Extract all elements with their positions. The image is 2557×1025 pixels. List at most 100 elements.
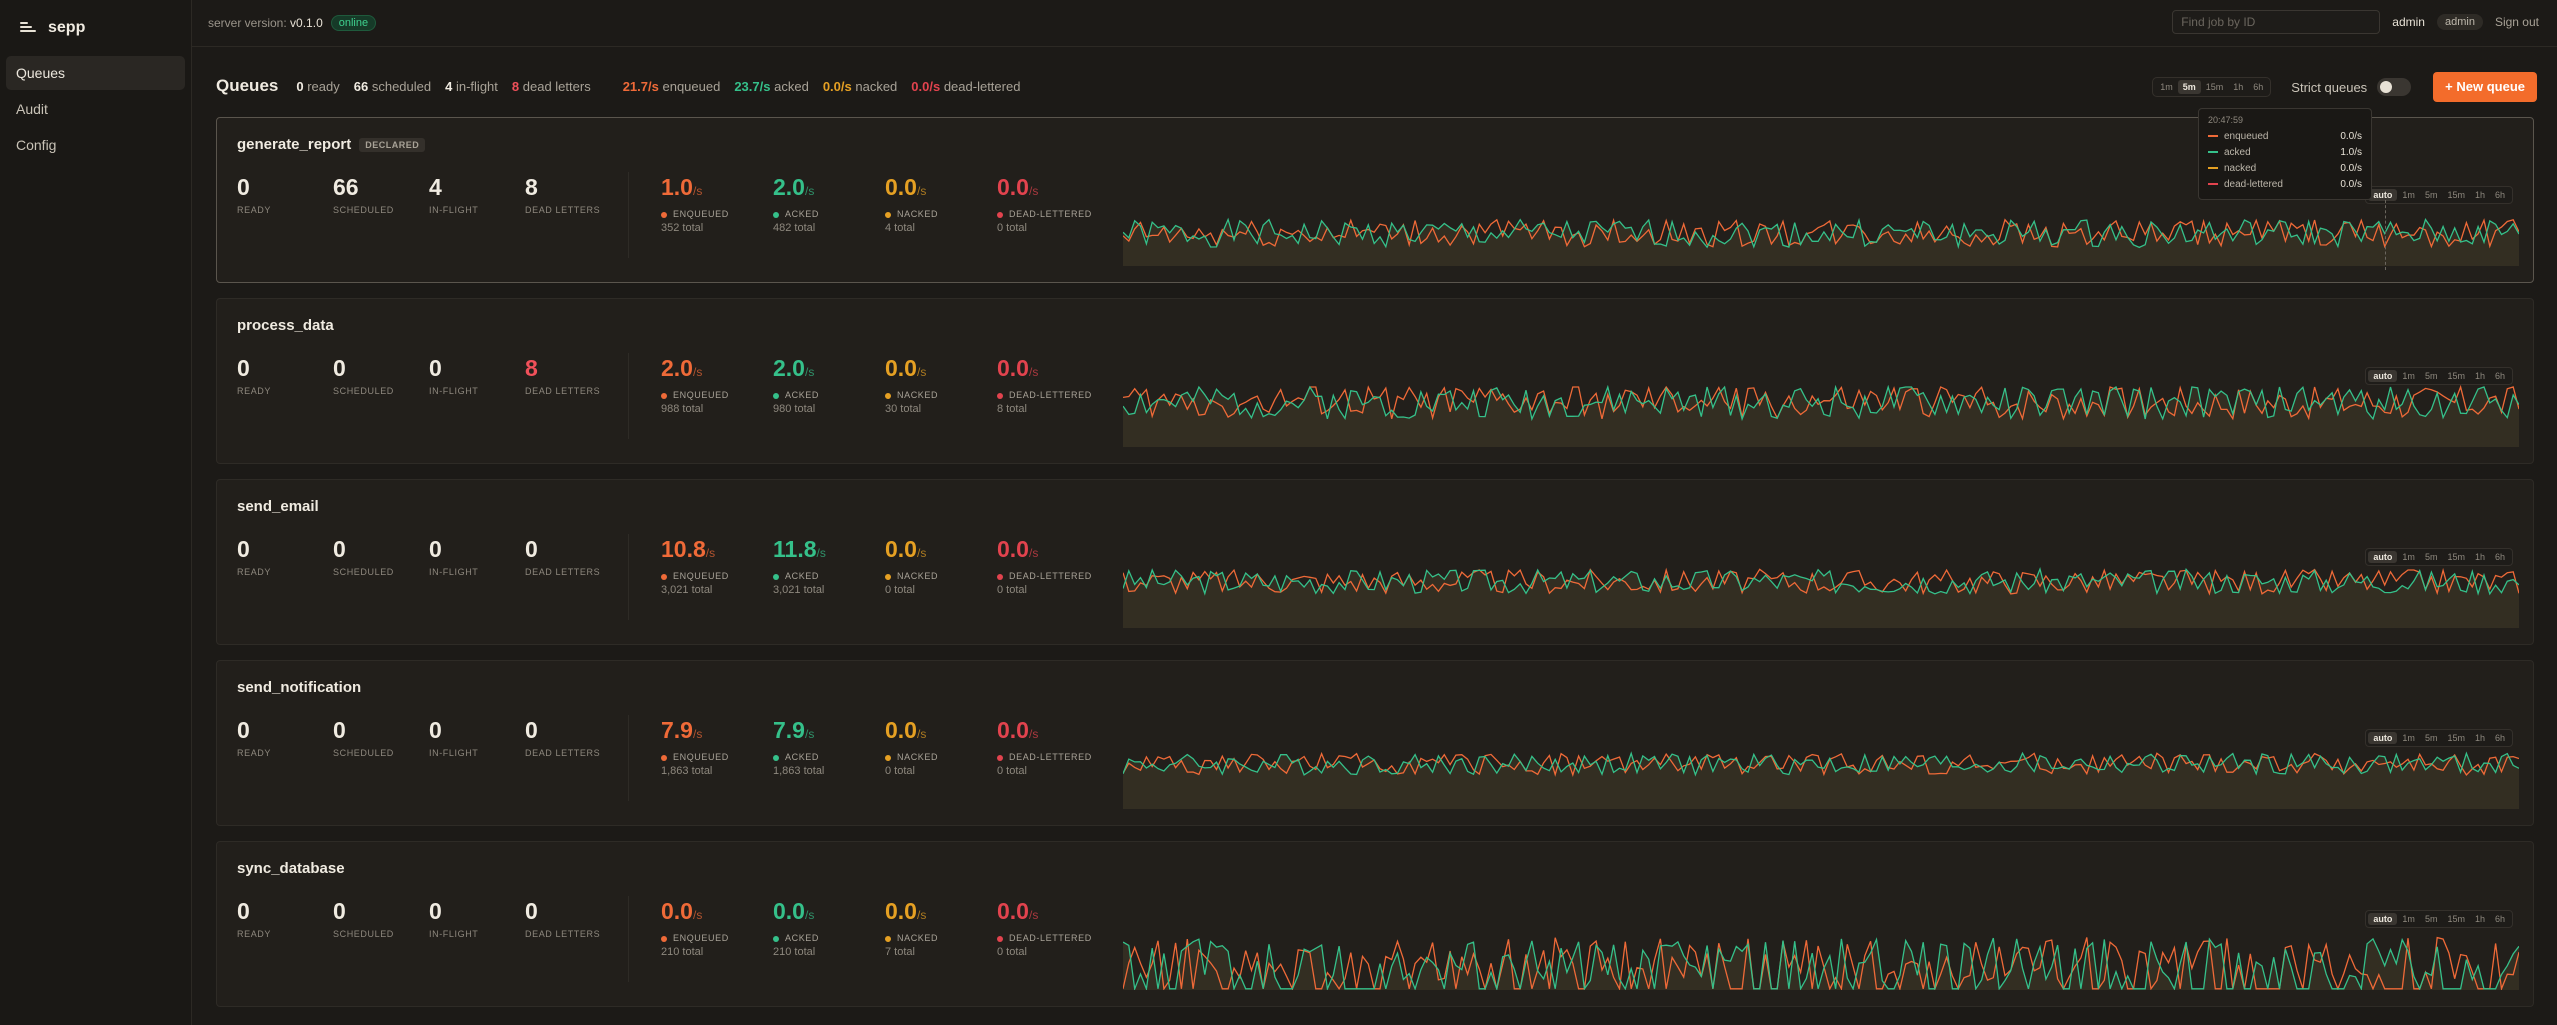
card-range-option[interactable]: 1m [2402, 371, 2415, 381]
card-range-option[interactable]: 6h [2494, 371, 2505, 381]
card-range-option[interactable]: 1h [2474, 371, 2485, 381]
rate-dead_lettered: 0.0/s DEAD-LETTERED 0 total [997, 898, 1092, 958]
card-range-option[interactable]: 5m [2424, 914, 2438, 924]
card-range-option[interactable]: 6h [2494, 733, 2505, 743]
stat-dead: 0 DEAD LETTERS [525, 536, 601, 577]
throughput-sparkline[interactable] [1123, 747, 2519, 809]
stat-scheduled: 0 SCHEDULED [333, 536, 394, 577]
queue-name[interactable]: send_email [237, 498, 319, 515]
card-range-option[interactable]: 6h [2494, 552, 2505, 562]
card-range-option[interactable]: 1h [2474, 914, 2485, 924]
card-range-option[interactable]: 15m [2447, 733, 2465, 743]
sidebar-item-queues[interactable]: Queues [6, 56, 185, 90]
strict-queues-toggle[interactable] [2377, 78, 2412, 96]
range-option[interactable]: 1h [2233, 82, 2244, 92]
find-job-input[interactable] [2172, 10, 2381, 34]
sidebar-item-config[interactable]: Config [16, 137, 57, 153]
card-range-option[interactable]: 15m [2447, 190, 2465, 200]
user-name: admin [2392, 15, 2425, 29]
card-range-option[interactable]: 1h [2474, 733, 2485, 743]
card-range-option[interactable]: 1h [2474, 552, 2485, 562]
sparkline-area [1123, 387, 2519, 447]
rate-dead_lettered: 0.0/s DEAD-LETTERED 0 total [997, 174, 1092, 234]
range-option[interactable]: 5m [2177, 80, 2201, 94]
range-option[interactable]: 1m [2160, 82, 2173, 92]
sign-out-link[interactable]: Sign out [2494, 15, 2539, 29]
card-range-option[interactable]: auto [2368, 913, 2398, 925]
range-option[interactable]: 15m [2205, 82, 2224, 92]
sparkline-enqueued [1123, 385, 2519, 421]
stat-inflight: 0 IN-FLIGHT [429, 355, 479, 396]
summary-acked-rate: 23.7/s acked [734, 78, 809, 94]
sparkline-acked [1123, 751, 2519, 777]
card-range-option[interactable]: 5m [2424, 371, 2438, 381]
stat-inflight: 4 IN-FLIGHT [429, 174, 479, 215]
rate-nacked: 0.0/s NACKED 7 total [885, 898, 939, 958]
card-range-option[interactable]: 6h [2494, 190, 2505, 200]
stat-inflight: 0 IN-FLIGHT [429, 898, 479, 939]
range-option[interactable]: 6h [2253, 82, 2264, 92]
app-name: sepp [48, 19, 86, 36]
stat-scheduled: 66 SCHEDULED [333, 174, 394, 215]
rate-acked: 2.0/s ACKED 980 total [773, 355, 820, 415]
card-range-option[interactable]: auto [2368, 551, 2398, 563]
queue-card[interactable]: send_notification 0 READY 0 SCHEDULED 0 IN-FLI… [216, 660, 2534, 826]
card-range-option[interactable]: 15m [2447, 552, 2465, 562]
rate-acked: 11.8/s ACKED 3,021 total [773, 536, 826, 596]
card-range-option[interactable]: auto [2368, 370, 2398, 382]
queue-card[interactable]: generate_report DECLARED 0 READY 66 SCHEDULED… [216, 117, 2534, 283]
header-controls: 1m 5m 15m 1h 6h Strict queues + New queu… [2152, 72, 2537, 102]
server-version-label: server version: [208, 16, 287, 30]
stat-scheduled: 0 SCHEDULED [333, 717, 394, 758]
page-title: Queues [216, 76, 279, 95]
throughput-sparkline[interactable] [1123, 385, 2519, 447]
card-range-option[interactable]: auto [2368, 189, 2398, 201]
queue-card[interactable]: send_email 0 READY 0 SCHEDULED 0 IN-FLIGHT 0 DEA… [216, 479, 2534, 645]
card-range-option[interactable]: 1m [2402, 190, 2415, 200]
card-range-option[interactable]: 5m [2424, 733, 2438, 743]
status-badge: online [330, 15, 377, 31]
card-range-option[interactable]: 15m [2447, 371, 2465, 381]
stat-dead: 8 DEAD LETTERS [525, 174, 601, 215]
stat-scheduled: 0 SCHEDULED [333, 898, 394, 939]
queue-name[interactable]: send_notification [237, 679, 362, 696]
server-version-value: v0.1.0 [290, 16, 323, 30]
throughput-sparkline[interactable] [1123, 566, 2519, 628]
card-range-option[interactable]: 1m [2402, 914, 2415, 924]
topbar-right: admin admin Sign out [2172, 10, 2539, 34]
queue-name[interactable]: generate_report DECLARED [237, 136, 426, 153]
divider [628, 353, 629, 439]
queue-card[interactable]: process_data 0 READY 0 SCHEDULED 0 IN-FLIGHT 8 D… [216, 298, 2534, 464]
card-range-option[interactable]: 5m [2424, 190, 2438, 200]
card-range-option[interactable]: 6h [2494, 914, 2505, 924]
stat-ready: 0 READY [237, 898, 272, 939]
card-range-selector: auto 1m 5m 15m 1h 6h [2365, 367, 2513, 385]
sparkline-enqueued [1123, 217, 2519, 249]
queue-name[interactable]: process_data [237, 317, 334, 334]
rate-enqueued: 7.9/s ENQUEUED 1,863 total [661, 717, 729, 777]
rate-dead_lettered: 0.0/s DEAD-LETTERED 0 total [997, 717, 1092, 777]
role-badge: admin [2436, 14, 2483, 30]
brand[interactable]: sepp [0, 0, 191, 56]
chart-tooltip: 20:47:59 enqueued 0.0/s acked 1.0/s nacked… [2198, 108, 2372, 200]
sidebar-item-audit[interactable]: Audit [16, 101, 48, 117]
rate-dead_lettered: 0.0/s DEAD-LETTERED 0 total [997, 536, 1092, 596]
card-range-option[interactable]: 1m [2402, 552, 2415, 562]
sparkline-area [1123, 219, 2519, 266]
card-range-option[interactable]: 1m [2402, 733, 2415, 743]
card-range-option[interactable]: 1h [2474, 190, 2485, 200]
rate-acked: 0.0/s ACKED 210 total [773, 898, 820, 958]
throughput-sparkline[interactable] [1123, 928, 2519, 990]
card-range-option[interactable]: 5m [2424, 552, 2438, 562]
throughput-sparkline[interactable] [1123, 204, 2519, 266]
queue-name[interactable]: sync_database [237, 860, 345, 877]
stat-dead: 8 DEAD LETTERS [525, 355, 601, 396]
range-selector: 1m 5m 15m 1h 6h [2152, 77, 2272, 97]
tooltip-time: 20:47:59 [2208, 115, 2244, 125]
divider [628, 534, 629, 620]
card-range-option[interactable]: 15m [2447, 914, 2465, 924]
stat-ready: 0 READY [237, 536, 272, 577]
queue-card[interactable]: sync_database 0 READY 0 SCHEDULED 0 IN-FLIGHT 0… [216, 841, 2534, 1007]
new-queue-button[interactable]: + New queue [2433, 72, 2537, 102]
card-range-option[interactable]: auto [2368, 732, 2398, 744]
